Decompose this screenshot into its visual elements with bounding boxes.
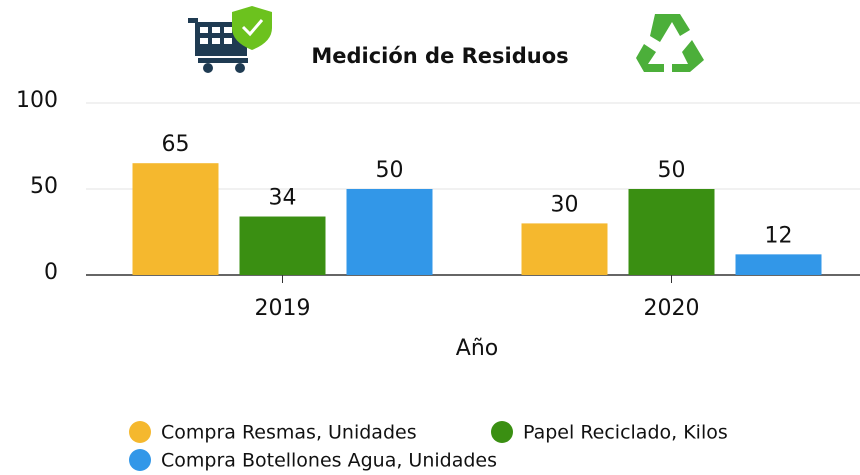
bar	[346, 189, 433, 275]
bar	[735, 254, 822, 275]
legend-label: Compra Resmas, Unidades	[161, 422, 417, 444]
bar	[628, 189, 715, 275]
x-tick-label: 2020	[644, 296, 700, 321]
x-tick-label: 2019	[255, 296, 311, 321]
legend-label: Papel Reciclado, Kilos	[523, 422, 728, 444]
chart-title: Medición de Residuos	[311, 44, 568, 68]
data-label: 50	[376, 158, 404, 183]
bar	[521, 223, 608, 275]
legend-marker	[491, 421, 513, 443]
data-label: 65	[162, 132, 190, 157]
recycle-icon	[636, 14, 704, 72]
legend-marker	[129, 421, 151, 443]
y-tick-label: 0	[44, 260, 58, 285]
data-label: 50	[658, 158, 686, 183]
legend-label: Compra Botellones Agua, Unidades	[161, 450, 497, 472]
y-tick-label: 50	[30, 174, 58, 199]
y-tick-label: 100	[16, 88, 58, 113]
data-label: 30	[551, 192, 579, 217]
data-label: 12	[765, 223, 793, 248]
bar	[239, 216, 326, 275]
x-axis-label: Año	[456, 336, 498, 361]
cart-icon	[188, 6, 272, 73]
data-label: 34	[269, 186, 297, 211]
bar	[132, 163, 219, 275]
legend-marker	[129, 449, 151, 471]
